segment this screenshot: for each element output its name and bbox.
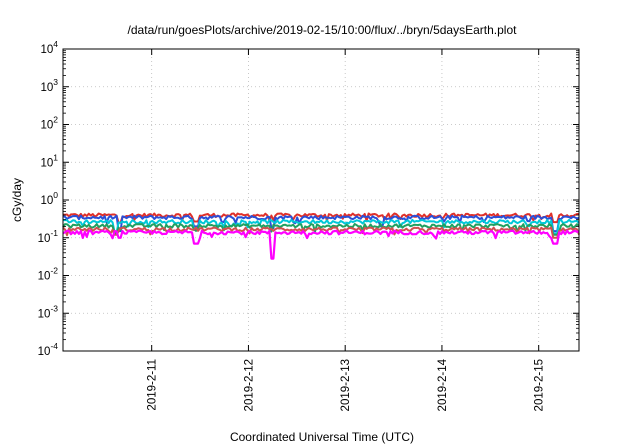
y-tick-label: 100 <box>40 190 58 207</box>
y-axis-label: cGy/day <box>10 178 24 222</box>
y-tick-label: 10-4 <box>38 341 59 358</box>
series-line-4 <box>62 223 580 236</box>
y-tick-label: 10-2 <box>38 266 59 283</box>
grid <box>63 49 579 351</box>
y-tick-label: 102 <box>40 115 58 132</box>
series-line-2 <box>62 214 580 233</box>
x-tick-label: 2019-2-14 <box>437 358 449 411</box>
x-tick-label: 2019-2-12 <box>243 359 255 411</box>
plot-frame <box>62 48 580 352</box>
y-tick-label: 101 <box>40 152 58 169</box>
y-tick-labels: 10-4 10-3 10-2 10-1 100 101 102 103 104 <box>38 39 59 358</box>
series-group <box>62 212 580 260</box>
x-tick-label: 2019-2-13 <box>340 359 352 411</box>
y-tick-label: 10-3 <box>38 303 59 320</box>
y-tick-label: 103 <box>40 77 58 94</box>
x-tick-label: 2019-2-15 <box>534 359 546 411</box>
chart-title: /data/run/goesPlots/archive/2019-02-15/1… <box>128 23 518 37</box>
y-tick-label: 104 <box>40 39 58 56</box>
x-tick-label: 2019-2-11 <box>147 359 159 411</box>
x-axis-label: Coordinated Universal Time (UTC) <box>230 430 414 444</box>
series-line-6 <box>62 229 580 260</box>
ticks <box>63 48 579 352</box>
x-tick-labels: 2019-2-11 2019-2-12 2019-2-13 2019-2-14 2019… <box>147 358 546 411</box>
y-tick-label: 10-1 <box>38 228 59 245</box>
